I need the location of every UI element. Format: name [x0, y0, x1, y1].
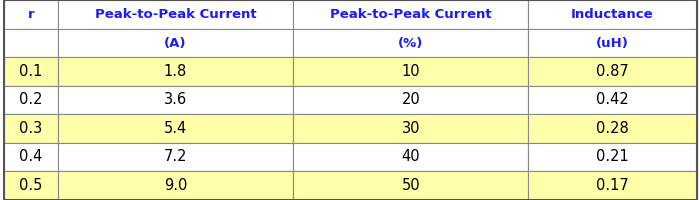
- Text: 0.87: 0.87: [596, 64, 629, 79]
- Text: (%): (%): [398, 37, 424, 50]
- Bar: [58, 171, 293, 200]
- Text: 10: 10: [402, 64, 420, 79]
- Text: 20: 20: [401, 92, 420, 108]
- Text: 3.6: 3.6: [164, 92, 187, 108]
- Bar: [293, 171, 528, 200]
- Bar: [58, 143, 293, 171]
- Text: (uH): (uH): [596, 37, 629, 50]
- Bar: [4, 114, 58, 143]
- Bar: [293, 86, 528, 114]
- Text: 0.4: 0.4: [19, 149, 43, 164]
- Text: 0.1: 0.1: [19, 64, 43, 79]
- Bar: [293, 29, 528, 57]
- Bar: [58, 57, 293, 86]
- Bar: [4, 86, 58, 114]
- Text: 40: 40: [402, 149, 420, 164]
- Bar: [528, 143, 696, 171]
- Text: Peak-to-Peak Current: Peak-to-Peak Current: [330, 8, 491, 21]
- Text: Peak-to-Peak Current: Peak-to-Peak Current: [94, 8, 256, 21]
- Text: 0.2: 0.2: [19, 92, 43, 108]
- Text: 0.28: 0.28: [596, 121, 629, 136]
- Bar: [528, 57, 696, 86]
- Text: (A): (A): [164, 37, 187, 50]
- Bar: [4, 0, 58, 29]
- Bar: [58, 29, 293, 57]
- Bar: [528, 0, 696, 29]
- Text: 30: 30: [402, 121, 420, 136]
- Text: 0.17: 0.17: [596, 178, 629, 193]
- Bar: [528, 171, 696, 200]
- Text: 50: 50: [402, 178, 420, 193]
- Text: 0.42: 0.42: [596, 92, 629, 108]
- Text: Inductance: Inductance: [571, 8, 654, 21]
- Text: 1.8: 1.8: [164, 64, 187, 79]
- Bar: [4, 57, 58, 86]
- Text: 5.4: 5.4: [164, 121, 187, 136]
- Text: 0.3: 0.3: [19, 121, 42, 136]
- Text: r: r: [27, 8, 34, 21]
- Text: 0.21: 0.21: [596, 149, 629, 164]
- Bar: [293, 114, 528, 143]
- Text: 0.5: 0.5: [19, 178, 43, 193]
- Bar: [4, 29, 58, 57]
- Bar: [528, 114, 696, 143]
- Text: 7.2: 7.2: [164, 149, 188, 164]
- Bar: [4, 143, 58, 171]
- Text: 9.0: 9.0: [164, 178, 187, 193]
- Bar: [4, 171, 58, 200]
- Bar: [58, 0, 293, 29]
- Bar: [58, 86, 293, 114]
- Bar: [293, 143, 528, 171]
- Bar: [293, 57, 528, 86]
- Bar: [528, 86, 696, 114]
- Bar: [58, 114, 293, 143]
- Bar: [293, 0, 528, 29]
- Bar: [528, 29, 696, 57]
